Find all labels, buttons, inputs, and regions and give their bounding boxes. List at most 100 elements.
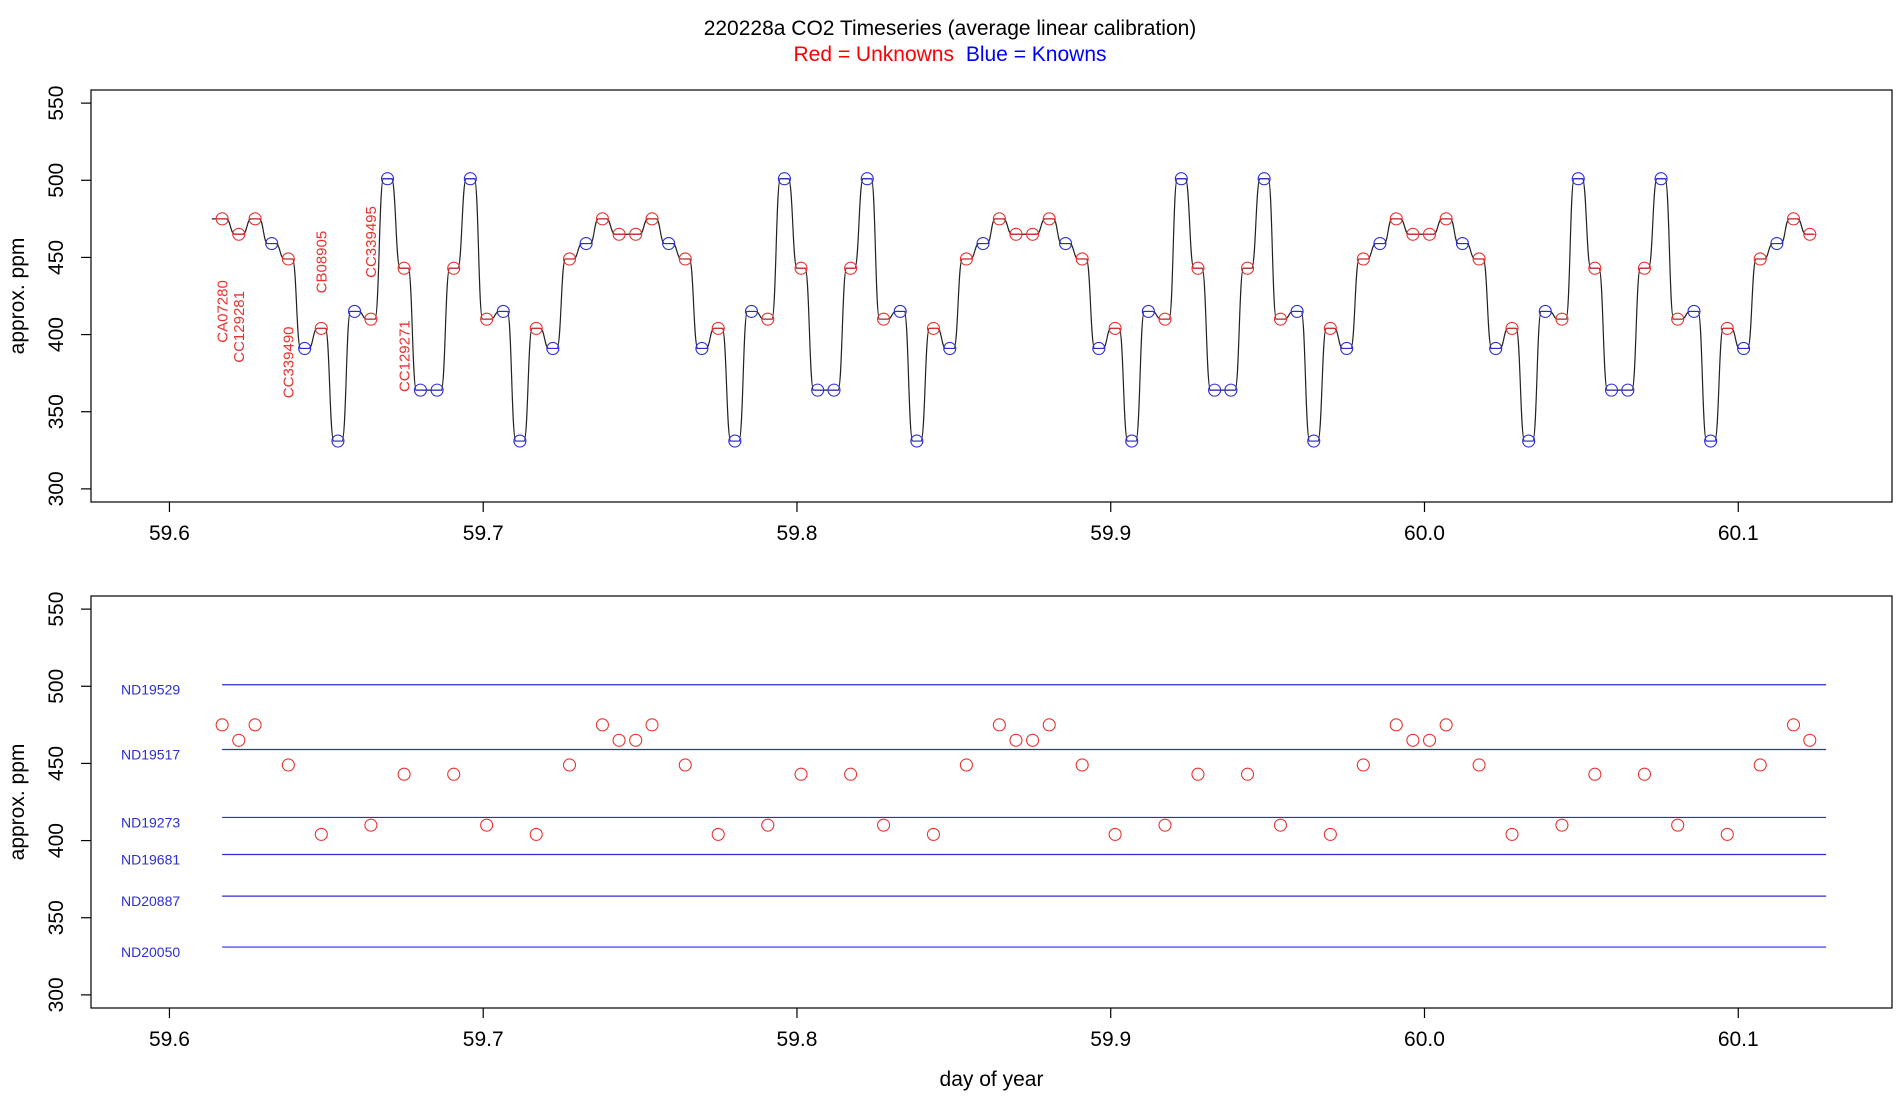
unknown-sample-point [1439,718,1453,732]
unknown-sample-point [1505,321,1519,335]
unknown-sample-point [397,261,411,275]
x-axis: 59.6 59.7 59.8 59.9 60.0 60.1 [149,502,1759,545]
unknown-sample-point [992,718,1006,732]
known-sample-point [1307,434,1321,448]
unknown-sample-point [1108,827,1122,841]
known-sample-point [265,236,279,251]
sample-markers [215,172,1817,448]
known-sample-point [1704,434,1718,448]
y-tick-label: 350 [45,394,68,429]
reference-line-label: ND19517 [121,747,180,763]
y-tick-label: 350 [45,900,68,935]
unknown-sample-point [794,767,808,781]
unknown-sample-point [281,758,295,772]
known-sample-point [496,304,510,318]
unknown-sample-point [1720,827,1734,841]
unknown-sample-point [1356,252,1370,266]
x-tick-label: 59.6 [149,522,190,545]
legend-knowns: Blue = Knowns [966,43,1107,66]
unknown-sample-point [1009,227,1023,241]
known-sample-point [1522,434,1536,448]
unknown-sample-point [595,718,609,732]
known-sample-point [413,383,428,397]
sample-annotation: CC129271 [396,320,413,392]
x-tick-label: 59.9 [1090,522,1131,545]
unknown-sample-point [1389,212,1403,226]
unknown-sample-point [761,818,775,832]
known-sample-point [1489,341,1503,356]
unknown-sample-point [612,733,626,747]
unknown-sample-point [1439,212,1453,226]
known-sample-point [1208,383,1222,397]
x-axis: 59.6 59.7 59.8 59.9 60.0 60.1 [149,1008,1759,1051]
known-sample-point [1455,236,1470,251]
unknown-sample-point [794,261,808,275]
unknown-sample-point [678,758,692,772]
unknown-sample-point [1389,718,1403,732]
unknown-sample-point [1753,758,1767,772]
reference-line-label: ND19273 [121,814,180,830]
unknown-sample-point [215,212,229,226]
unknown-sample-point [248,718,262,732]
x-tick-label: 60.1 [1718,522,1759,545]
x-tick-label: 60.1 [1718,1028,1759,1051]
known-sample-point [893,304,907,318]
y-tick-label: 500 [45,669,68,704]
plot-frame [90,89,1893,503]
known-sample-point [1224,383,1238,397]
x-tick-label: 59.6 [149,1028,190,1051]
known-sample-point [1538,304,1552,318]
known-sample-point [1141,304,1155,318]
known-sample-point [662,236,676,251]
unknown-sample-point [711,321,725,335]
unknown-sample-point [529,827,543,841]
unknown-sample-point [612,227,626,241]
reference-line-label: ND20887 [121,893,180,909]
known-sample-point [348,304,362,318]
unknown-sample-point [1323,827,1337,841]
known-sample-point [695,341,709,356]
unknown-sample-point [447,767,461,781]
unknown-sample-point [645,718,659,732]
unknown-sample-point [1075,252,1089,266]
unknown-sample-point [1422,227,1437,241]
unknown-sample-point [1240,261,1255,275]
unknown-sample-point [844,261,858,275]
unknown-sample-point [447,261,461,275]
unknown-sample-point [1158,818,1172,832]
unknown-sample-point [1671,818,1685,832]
x-tick-label: 59.8 [777,1028,818,1051]
unknown-sample-point [248,212,262,226]
known-sample-point [728,434,742,448]
unknown-sample-point [1009,733,1023,747]
unknown-sample-point [1472,252,1486,266]
known-sample-point [1290,304,1304,318]
unknown-sample-point [1555,818,1569,832]
y-tick-label: 300 [45,471,68,506]
y-axis-label: approx. ppm [6,238,29,355]
x-tick-label: 59.7 [463,1028,504,1051]
chart-title: 220228a CO2 Timeseries (average linear c… [704,17,1197,40]
y-tick-label: 400 [45,823,68,858]
y-axis-label: approx. ppm [6,744,29,861]
unknown-sample-point [1588,767,1602,781]
y-tick-label: 550 [45,86,68,121]
known-sample-point [976,236,990,251]
x-tick-label: 60.0 [1404,522,1445,545]
known-sample-point [860,172,874,186]
x-tick-label: 59.8 [777,522,818,545]
unknown-sample-point [1042,718,1056,732]
known-sample-point [1174,172,1188,186]
known-sample-point [1373,236,1387,251]
unknown-sample-point [1026,733,1040,747]
top-panel-timeseries: 59.6 59.7 59.8 59.9 60.0 60.1 300 350 400 450 500 5… [6,86,1893,545]
unknown-sample-point [529,321,543,335]
unknown-sample-point [1406,733,1420,747]
unknown-sample-point [1191,261,1205,275]
unknown-sample-point [926,321,941,335]
unknown-sample-point [232,733,246,747]
unknown-sample-point [1042,212,1056,226]
known-sample-point [1257,172,1271,186]
unknown-sample-point [1720,321,1734,335]
